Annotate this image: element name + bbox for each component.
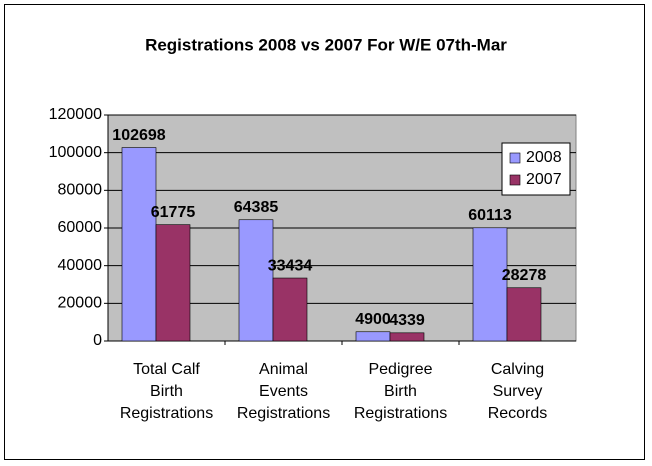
y-tick-label: 0: [93, 332, 102, 349]
data-label: 4900: [355, 311, 391, 328]
legend-label: 2008: [526, 149, 562, 166]
bar: [155, 224, 191, 342]
bar: [472, 227, 508, 342]
y-tick-label: 80000: [58, 182, 103, 199]
y-tick-label: 40000: [58, 257, 103, 274]
bar: [272, 277, 308, 342]
legend-box: [501, 142, 571, 196]
data-label: 33434: [268, 257, 313, 274]
bar: [121, 147, 157, 342]
y-tick-label: 120000: [49, 106, 102, 123]
data-label: 4339: [389, 312, 425, 329]
x-tick-label: Total Calf Birth Registrations: [119, 361, 214, 422]
legend-swatch: [509, 174, 521, 186]
x-tick-label: Calving Survey Records: [487, 361, 548, 422]
bar: [238, 219, 274, 342]
legend-label: 2007: [526, 171, 562, 188]
bar: [355, 331, 391, 342]
y-tick-label: 100000: [49, 144, 102, 161]
legend-swatch: [509, 152, 521, 164]
chart-title: Registrations 2008 vs 2007 For W/E 07th-…: [145, 35, 507, 54]
y-tick-label: 20000: [58, 295, 103, 312]
data-label: 28278: [502, 267, 547, 284]
x-tick-label: Animal Events Registrations: [236, 361, 331, 422]
bar: [389, 332, 425, 342]
data-label: 60113: [468, 207, 512, 224]
data-label: 102698: [112, 127, 165, 144]
bar: [506, 287, 542, 342]
data-label: 64385: [234, 199, 279, 216]
x-tick-label: Pedigree Birth Registrations: [353, 361, 448, 422]
y-tick-label: 60000: [58, 219, 103, 236]
data-label: 61775: [151, 204, 196, 221]
